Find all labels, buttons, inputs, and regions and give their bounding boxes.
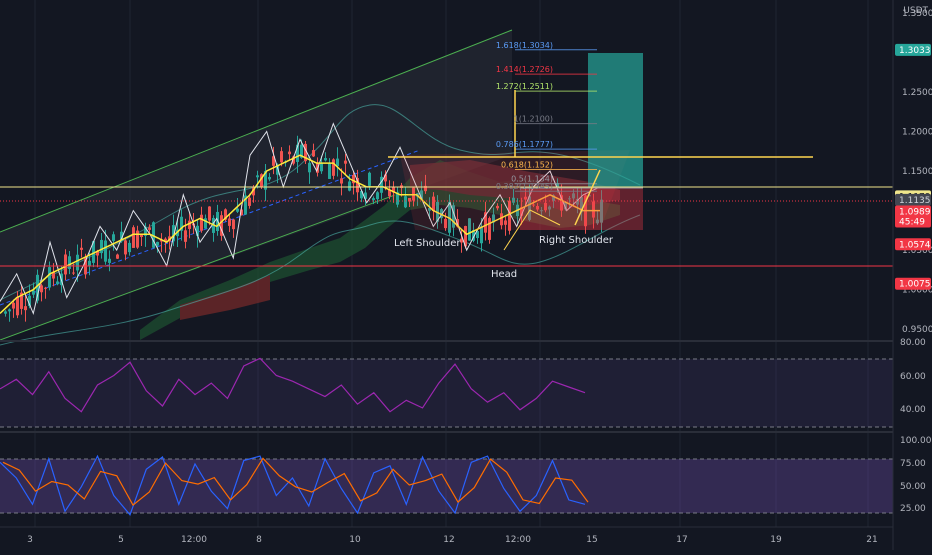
price-badge: 1.1135	[895, 193, 931, 206]
price-tick-label: 0.9500	[902, 325, 932, 335]
fib-level-label: 0.382(1.1345)	[496, 182, 553, 191]
time-tick-label: 8	[256, 535, 262, 545]
price-badge: 1.3033	[895, 43, 931, 56]
svg-text:1.0989: 1.0989	[899, 207, 931, 217]
price-badge: 1.0574	[895, 238, 931, 251]
price-series-line	[0, 122, 601, 316]
svg-text:1.0574: 1.0574	[899, 240, 931, 250]
left-shoulder-label: Left Shoulder	[394, 238, 461, 249]
time-tick-label: 21	[866, 535, 877, 545]
price-tick-label: 1.0500	[902, 246, 932, 256]
price-series-line	[0, 154, 600, 314]
stoch-tick-label: 25.00	[900, 504, 926, 514]
svg-text:1.3033: 1.3033	[899, 46, 931, 56]
time-tick-label: 15	[586, 535, 597, 545]
stoch-pane[interactable]	[0, 454, 893, 516]
fib-level-label: 1.272(1.2511)	[496, 82, 553, 91]
time-tick-label: 12:00	[181, 535, 207, 545]
rsi-tick-label: 60.00	[900, 372, 926, 382]
rsi-line	[0, 357, 586, 413]
ichimoku-cloud	[140, 160, 620, 340]
stoch-tick-label: 50.00	[900, 482, 926, 492]
price-tick-label: 1.2000	[902, 128, 932, 138]
time-tick-label: 19	[770, 535, 782, 545]
stoch-tick-label: 75.00	[900, 459, 926, 469]
svg-text:1.0075: 1.0075	[899, 280, 931, 290]
price-tick-label: 1.0000	[902, 286, 932, 296]
head-label: Head	[491, 269, 517, 280]
right-shoulder-label: Right Shoulder	[539, 235, 614, 246]
horizontal-levels	[0, 90, 893, 267]
price-tick-label: 1.1500	[902, 167, 932, 177]
time-tick-label: 10	[349, 535, 361, 545]
series-lines	[0, 122, 601, 316]
time-tick-label: 5	[118, 535, 124, 545]
fib-level-label: 0.786(1.1777)	[496, 140, 553, 149]
price-tick-label: 1.3500	[902, 9, 932, 19]
time-tick-label: 17	[676, 535, 687, 545]
head-shoulders-zone	[400, 53, 643, 230]
fib-level-label: 1(1.2100)	[514, 115, 553, 124]
time-axis[interactable]: 3 5 12:00 8 10 12 12:00 15 17 19 21	[27, 535, 878, 545]
stoch-k-line	[0, 454, 586, 516]
price-badge: 1.0075	[895, 277, 931, 290]
rsi-tick-label: 40.00	[900, 405, 926, 415]
fib-level-label: 0.618(1.152)	[501, 160, 553, 169]
stoch-tick-label: 100.00	[900, 436, 932, 446]
rsi-pane[interactable]	[0, 357, 893, 428]
svg-text:1.1135: 1.1135	[899, 196, 931, 206]
svg-text:45:49: 45:49	[899, 217, 925, 227]
fib-level-label: 1.414(1.2726)	[496, 65, 553, 74]
time-tick-label: 3	[27, 535, 33, 545]
time-tick-label: 12:00	[505, 535, 531, 545]
price-tick-label: 1.2500	[902, 88, 932, 98]
currency-label: USDT	[903, 6, 928, 16]
fib-level-label: 1.618(1.3034)	[496, 41, 553, 50]
stoch-d-line	[2, 457, 589, 507]
price-axis[interactable]: USDT 1.3500 1.2500 1.2000 1.1500 1.0500 1.000…	[892, 0, 932, 550]
rsi-tick-label: 80.00	[900, 338, 926, 348]
time-tick-label: 12	[443, 535, 454, 545]
fibonacci-levels	[515, 49, 597, 192]
fib-level-label: 0.5(1.134)	[511, 175, 553, 184]
